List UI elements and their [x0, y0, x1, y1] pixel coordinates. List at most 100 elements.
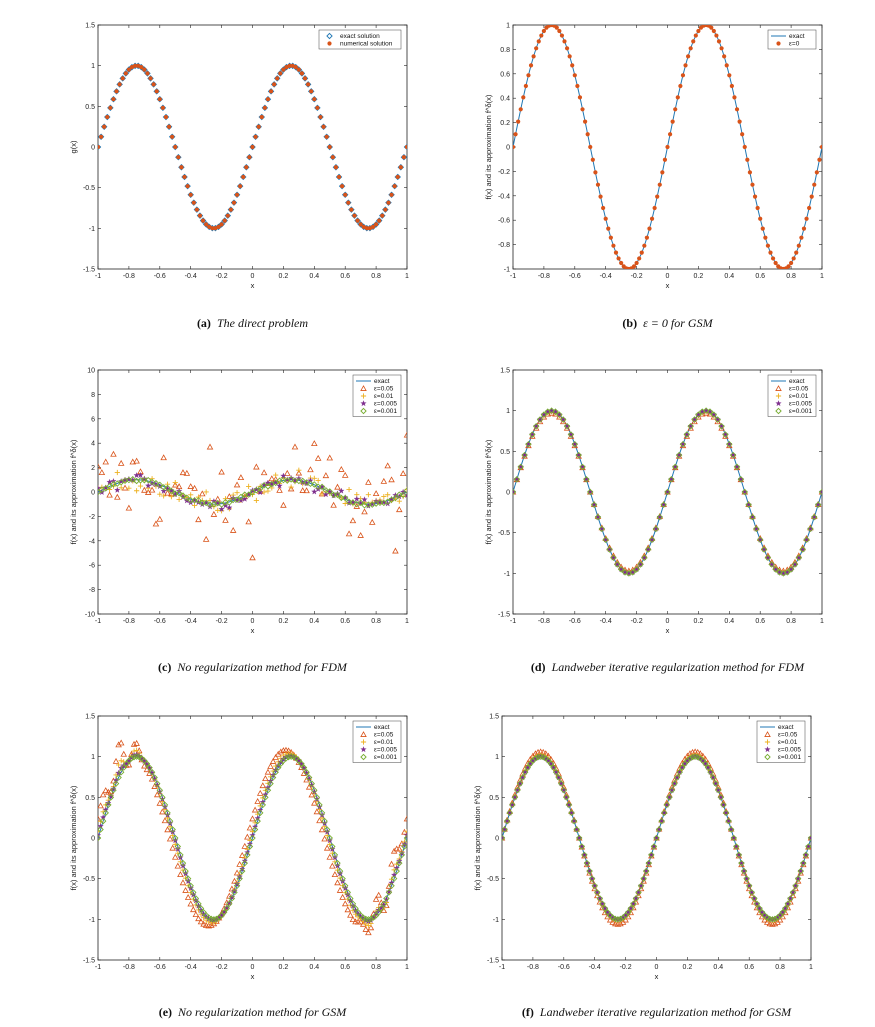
x-tick-label: 0.4: [309, 964, 319, 971]
data-point: [606, 546, 613, 553]
data-point: [228, 893, 236, 900]
y-tick-label: 0: [506, 490, 510, 497]
y-tick-label: -2: [89, 514, 95, 521]
data-point: [588, 875, 596, 882]
data-point: [632, 895, 640, 902]
data-point: [547, 760, 555, 767]
data-point: [779, 909, 786, 916]
data-point: [303, 487, 310, 494]
caption-text: Landweber iterative regularization metho…: [539, 1005, 792, 1019]
data-point: [395, 174, 400, 180]
y-tick-label: 1: [495, 754, 499, 761]
y-tick-label: 10: [87, 368, 95, 375]
data-point: [262, 105, 267, 110]
data-point: [560, 786, 568, 794]
data-point: [259, 114, 264, 120]
data-point: [105, 114, 110, 120]
data-point: [330, 501, 337, 508]
y-tick-label: 0: [91, 145, 95, 152]
x-tick-label: 0.4: [724, 618, 734, 625]
data-point: [570, 63, 575, 68]
legend-item: ε=0.005: [764, 746, 801, 754]
y-tick-label: -1.5: [487, 958, 499, 965]
data-point: [365, 492, 371, 498]
data-point: [795, 554, 803, 562]
data-point: [228, 885, 236, 892]
data-point: [361, 496, 368, 503]
data-point: [141, 486, 148, 493]
data-point: [106, 491, 113, 498]
data-point: [321, 124, 326, 129]
data-point: [327, 144, 332, 150]
legend-item: exact: [760, 724, 794, 731]
data-point: [324, 134, 329, 139]
data-point: [256, 809, 264, 817]
data-point: [313, 808, 321, 815]
data-point: [552, 408, 559, 415]
data-point: [374, 222, 379, 227]
legend-label: ε=0.05: [374, 386, 394, 393]
y-tick-label: -1.5: [498, 612, 510, 619]
caption-text: ε = 0 for GSM: [643, 316, 713, 330]
data-point: [107, 793, 115, 800]
data-point: [502, 834, 506, 842]
legend-item: ε=0.01: [775, 393, 809, 400]
data-point: [318, 809, 326, 817]
legend-label: ε=0.005: [374, 747, 397, 754]
data-point: [380, 213, 385, 218]
data-point: [144, 476, 152, 484]
data-point: [326, 853, 334, 860]
legend-label: exact: [789, 33, 805, 40]
data-point: [745, 885, 753, 892]
data-point: [388, 860, 395, 867]
x-tick-label: 0: [251, 964, 255, 971]
data-point: [773, 260, 778, 266]
data-point: [318, 114, 323, 120]
legend-swatch: [360, 731, 367, 737]
data-point: [376, 498, 384, 505]
data-point: [191, 200, 196, 205]
data-point: [98, 134, 104, 139]
x-axis-label: x: [666, 626, 670, 635]
data-point: [610, 554, 617, 562]
data-point: [365, 929, 372, 936]
data-point: [586, 867, 593, 875]
data-point: [184, 894, 192, 900]
y-tick-label: 0.6: [500, 71, 510, 78]
data-point: [653, 834, 660, 842]
data-point: [307, 480, 314, 488]
data-point: [683, 431, 691, 438]
y-tick-label: 2: [91, 465, 95, 472]
data-point: [666, 794, 673, 801]
data-point: [311, 481, 318, 488]
data-point: [807, 525, 814, 533]
data-point: [513, 132, 518, 137]
data-point: [267, 762, 274, 769]
data-point: [299, 487, 306, 493]
data-point: [192, 911, 200, 918]
data-point: [312, 97, 317, 102]
x-tick-label: -1: [510, 618, 516, 625]
data-point: [389, 192, 394, 197]
data-point: [130, 740, 138, 747]
data-point: [245, 518, 252, 525]
data-point: [399, 470, 407, 477]
data-point: [603, 216, 608, 221]
data-point: [732, 95, 737, 100]
data-point: [679, 440, 687, 448]
data-point: [680, 73, 686, 78]
data-point: [594, 513, 602, 521]
data-point: [98, 144, 101, 150]
data-point: [98, 463, 102, 470]
data-point: [364, 226, 369, 231]
legend-label: ε=0: [789, 41, 800, 48]
data-point: [251, 826, 259, 833]
legend-label: ε=0.05: [789, 386, 809, 393]
data-point: [812, 182, 817, 187]
data-point: [259, 782, 267, 789]
legend-swatch: [775, 400, 782, 407]
data-point: [595, 182, 601, 187]
data-point: [172, 834, 179, 842]
data-point: [336, 886, 344, 893]
